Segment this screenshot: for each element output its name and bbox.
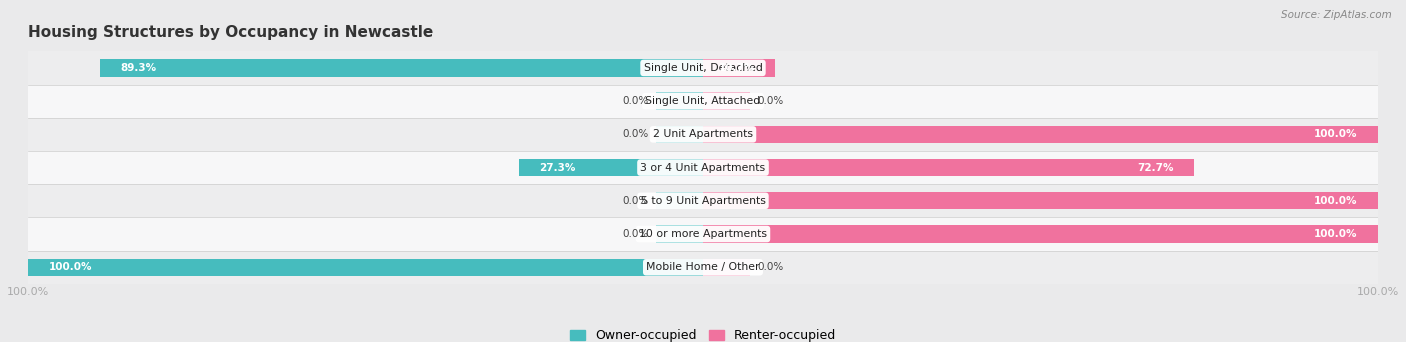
Text: Housing Structures by Occupancy in Newcastle: Housing Structures by Occupancy in Newca… (28, 25, 433, 40)
Bar (655, 126, 703, 143)
Text: 5 to 9 Unit Apartments: 5 to 9 Unit Apartments (641, 196, 765, 206)
Text: 0.0%: 0.0% (756, 96, 783, 106)
Bar (28, 84, 1378, 118)
Text: 89.3%: 89.3% (121, 63, 156, 73)
Text: Mobile Home / Other: Mobile Home / Other (647, 262, 759, 272)
Text: 100.0%: 100.0% (1315, 129, 1358, 139)
Text: 72.7%: 72.7% (1137, 162, 1174, 173)
Bar (28, 118, 1378, 151)
Bar (655, 92, 703, 110)
Legend: Owner-occupied, Renter-occupied: Owner-occupied, Renter-occupied (565, 324, 841, 342)
Bar (703, 259, 751, 276)
Bar (519, 159, 703, 176)
Text: 10.7%: 10.7% (718, 63, 755, 73)
Bar (28, 51, 1378, 84)
Bar (703, 59, 775, 77)
Bar (703, 126, 1378, 143)
Text: 100.0%: 100.0% (1315, 229, 1358, 239)
Text: Source: ZipAtlas.com: Source: ZipAtlas.com (1281, 10, 1392, 20)
Text: 0.0%: 0.0% (623, 196, 650, 206)
Text: 0.0%: 0.0% (623, 129, 650, 139)
Bar (703, 159, 1194, 176)
Bar (28, 259, 703, 276)
Bar (655, 192, 703, 209)
Bar (703, 225, 1378, 243)
Text: 0.0%: 0.0% (623, 96, 650, 106)
Text: 3 or 4 Unit Apartments: 3 or 4 Unit Apartments (641, 162, 765, 173)
Text: 10 or more Apartments: 10 or more Apartments (638, 229, 768, 239)
Bar (28, 184, 1378, 218)
Text: Single Unit, Attached: Single Unit, Attached (645, 96, 761, 106)
Bar (100, 59, 703, 77)
Text: 100.0%: 100.0% (48, 262, 91, 272)
Text: 27.3%: 27.3% (538, 162, 575, 173)
Text: 100.0%: 100.0% (1315, 196, 1358, 206)
Bar (703, 192, 1378, 209)
Text: 2 Unit Apartments: 2 Unit Apartments (652, 129, 754, 139)
Bar (28, 151, 1378, 184)
Bar (28, 251, 1378, 284)
Bar (655, 225, 703, 243)
Text: 0.0%: 0.0% (623, 229, 650, 239)
Bar (703, 92, 751, 110)
Bar (28, 218, 1378, 251)
Text: Single Unit, Detached: Single Unit, Detached (644, 63, 762, 73)
Text: 0.0%: 0.0% (756, 262, 783, 272)
